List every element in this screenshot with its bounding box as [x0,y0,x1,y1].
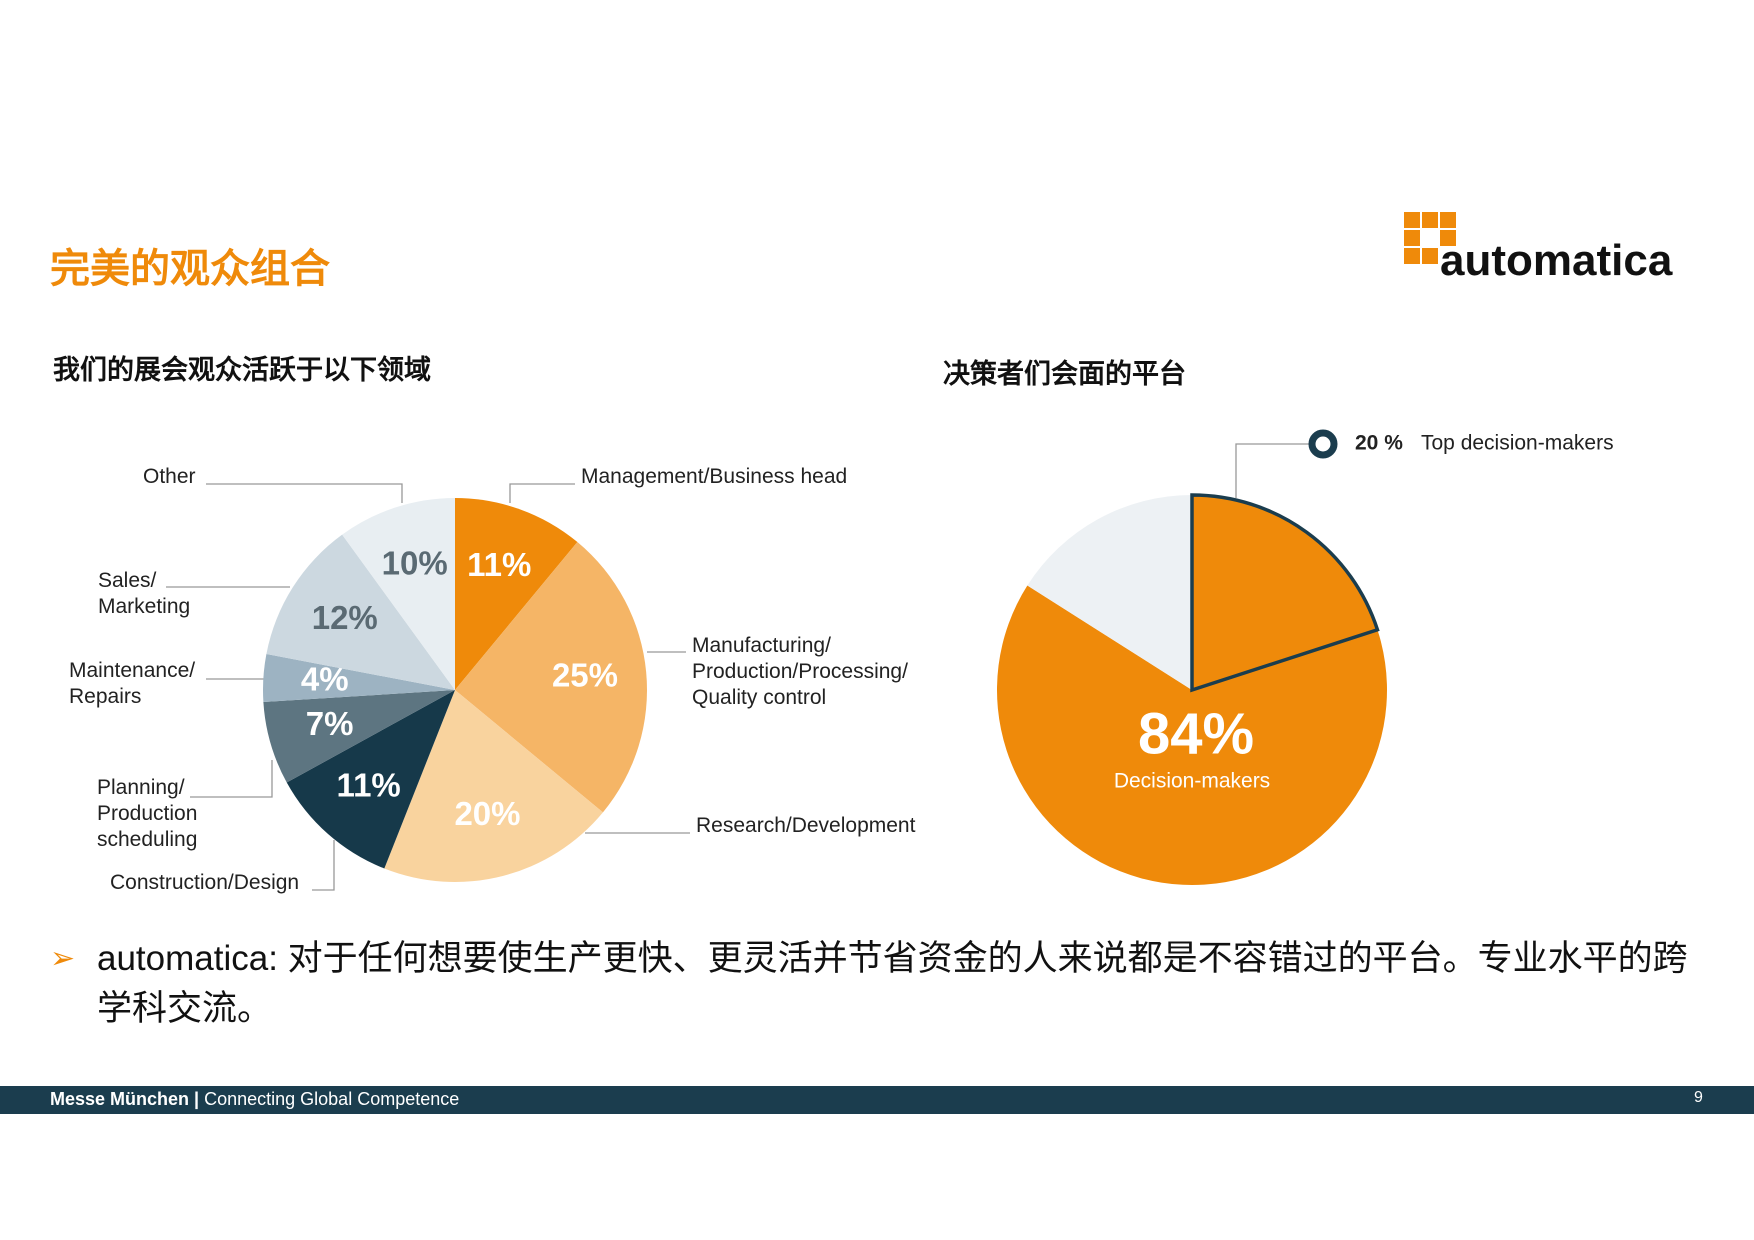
slice-label: 25% [552,656,618,693]
pie-slice [266,534,455,690]
leader-lines [166,443,1310,891]
footer-brand: Messe München | [50,1089,200,1109]
slice-label: 12% [312,599,378,636]
slice-label: 20% [454,795,520,832]
pie-slice [455,542,647,813]
chart-title: 我们的展会观众活跃于以下领域 [53,355,431,385]
pie-slice [263,690,455,783]
highlight-label: Top decision-makers [1421,432,1614,455]
footer-tagline: Connecting Global Competence [204,1089,460,1109]
pie-slice [1027,495,1192,690]
pie-slice [455,498,578,690]
footer-text: Messe München | Connecting Global Compet… [50,1089,459,1110]
logo-text: automatica [1440,236,1673,285]
slice-label: 11% [337,767,401,804]
highlight-value: 20 % [1355,432,1403,455]
slide-title: 完美的观众组合 [50,247,330,291]
highlight-outline [1190,493,1380,693]
slice-label: 7% [306,705,354,742]
pie-slice [286,690,455,869]
pie-slice [342,498,455,690]
chart-title: 决策者们会面的平台 [943,359,1186,389]
category-label: Manufacturing/ Production/Processing/ Qu… [692,634,908,709]
bullet-marker: ➢ [50,942,76,975]
category-label: Research/Development [696,814,916,837]
slice-label: 84% [1138,701,1254,766]
pie-slice [263,654,455,703]
category-label: Planning/ Production scheduling [97,776,198,851]
page-number: 9 [1694,1089,1703,1106]
bullet-text: automatica: 对于任何想要使生产更快、更灵活并节省资金的人来说都是不容… [97,939,1688,1028]
slice-label: 10% [382,545,448,582]
category-label: Construction/Design [110,871,300,894]
category-label: Decision-makers [1114,770,1270,793]
pie-slice [384,690,603,882]
category-label: Management/Business head [581,465,848,488]
category-label: Maintenance/ Repairs [69,659,196,708]
category-label: Sales/ Marketing [98,569,191,618]
category-label: Other [143,465,196,488]
slice-label: 11% [467,546,531,583]
footer-bar [0,1086,1754,1114]
logo-mark [1404,212,1456,264]
legend-marker [1308,429,1338,459]
